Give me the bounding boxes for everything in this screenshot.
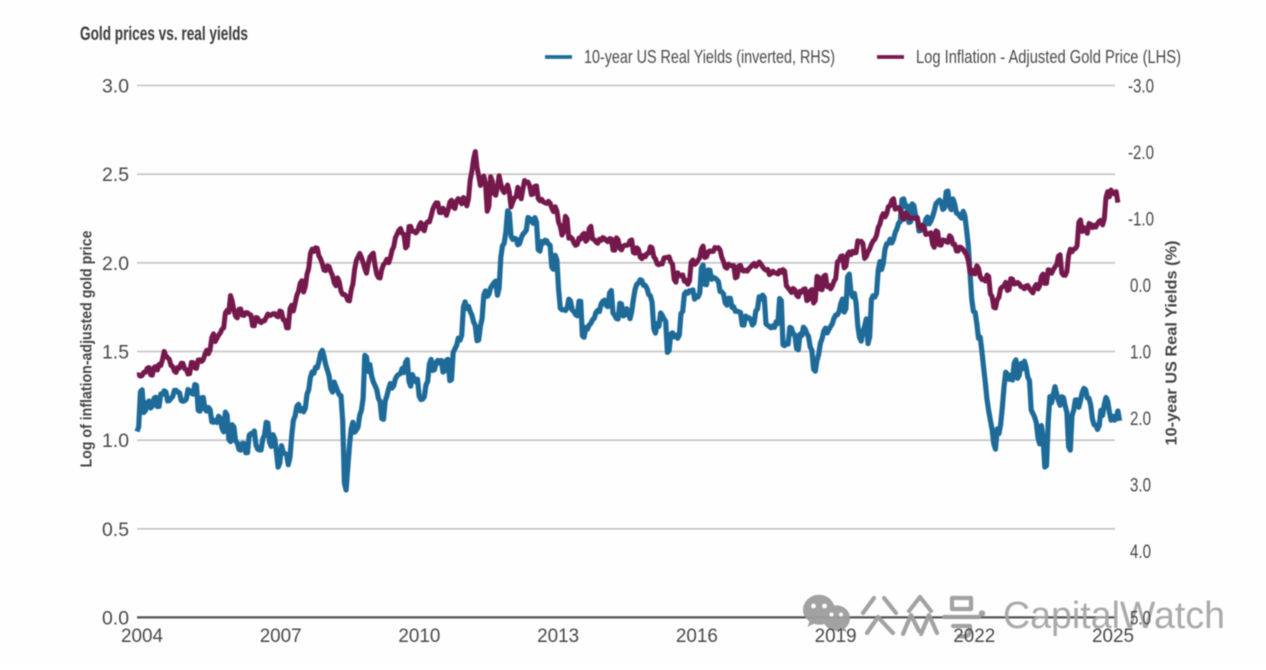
svg-text:2016: 2016 bbox=[676, 625, 718, 647]
svg-text:3.0: 3.0 bbox=[1130, 474, 1151, 496]
svg-text:2010: 2010 bbox=[398, 625, 440, 647]
svg-text:2004: 2004 bbox=[121, 625, 163, 647]
svg-text:Gold prices vs. real yields: Gold prices vs. real yields bbox=[80, 24, 248, 45]
svg-text:-2.0: -2.0 bbox=[1128, 142, 1154, 164]
svg-text:2.0: 2.0 bbox=[102, 253, 129, 275]
svg-text:0.0: 0.0 bbox=[102, 607, 129, 629]
svg-text:2025: 2025 bbox=[1092, 625, 1134, 647]
svg-text:1.0: 1.0 bbox=[102, 430, 129, 452]
svg-text:4.0: 4.0 bbox=[1130, 541, 1151, 563]
svg-text:2022: 2022 bbox=[953, 625, 995, 647]
svg-text:1.0: 1.0 bbox=[1130, 342, 1151, 364]
svg-text:-3.0: -3.0 bbox=[1128, 76, 1154, 98]
svg-text:Log Inflation - Adjusted Gold: Log Inflation - Adjusted Gold Price (LHS… bbox=[916, 47, 1181, 67]
svg-text:-1.0: -1.0 bbox=[1128, 209, 1154, 231]
svg-text:0.0: 0.0 bbox=[1130, 275, 1151, 297]
svg-text:2007: 2007 bbox=[260, 625, 302, 647]
svg-text:CapitalWatch: CapitalWatch bbox=[1003, 595, 1225, 637]
svg-text:0.5: 0.5 bbox=[102, 519, 129, 541]
svg-text:2.0: 2.0 bbox=[1130, 408, 1151, 430]
svg-text:2019: 2019 bbox=[815, 625, 857, 647]
svg-text:1.5: 1.5 bbox=[102, 342, 129, 364]
svg-text:5.0: 5.0 bbox=[1130, 607, 1151, 629]
svg-text:10-year US Real Yields (invert: 10-year US Real Yields (inverted, RHS) bbox=[584, 47, 835, 67]
svg-text:Log of inflation-adjusted gold: Log of inflation-adjusted gold price bbox=[79, 230, 96, 467]
svg-text:2.5: 2.5 bbox=[102, 164, 129, 186]
svg-text:2013: 2013 bbox=[537, 625, 579, 647]
svg-text:10-year US Real Yields (%): 10-year US Real Yields (%) bbox=[1164, 241, 1181, 446]
svg-text:3.0: 3.0 bbox=[102, 76, 129, 98]
